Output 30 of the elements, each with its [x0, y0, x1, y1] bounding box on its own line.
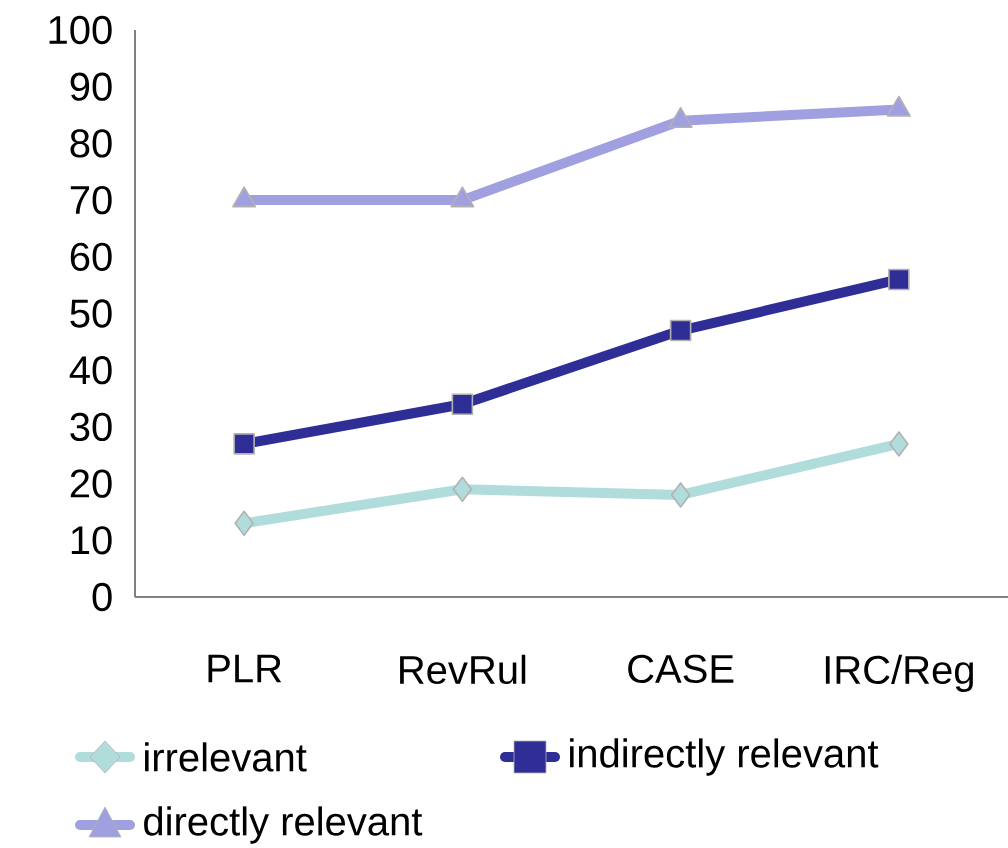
y-tick-label: 80	[70, 129, 112, 158]
x-tick-label: IRC/Reg	[825, 654, 973, 693]
x-tick-label: RevRul	[400, 654, 526, 685]
point	[450, 186, 475, 208]
y-tick-label: 10	[71, 526, 112, 555]
x-tick-label: CASE	[628, 654, 734, 684]
point	[669, 319, 692, 342]
y-tick-label: 20	[70, 469, 112, 498]
point	[889, 431, 909, 457]
point	[234, 510, 254, 537]
point	[888, 268, 910, 291]
y-tick-label: 70	[70, 185, 112, 215]
y-tick-label: 30	[70, 412, 112, 442]
legend-label: indirectly relevant	[570, 738, 879, 776]
point	[451, 393, 474, 416]
y-tick-label: 0	[92, 582, 112, 612]
y-tick-label: 50	[70, 299, 112, 328]
y-tick-label: 40	[69, 356, 112, 385]
point	[668, 106, 693, 129]
y-tick-label: 90	[70, 72, 112, 101]
point	[670, 482, 691, 508]
legend-label: directly relevant	[144, 806, 423, 844]
point	[233, 433, 255, 455]
y-tick-label: 60	[70, 242, 112, 271]
point	[886, 95, 911, 117]
x-tick-label: PLR	[208, 654, 282, 683]
y-tick-label: 100	[49, 15, 112, 45]
point	[232, 186, 257, 208]
point	[452, 476, 473, 503]
legend-label: irrelevant	[145, 742, 307, 772]
